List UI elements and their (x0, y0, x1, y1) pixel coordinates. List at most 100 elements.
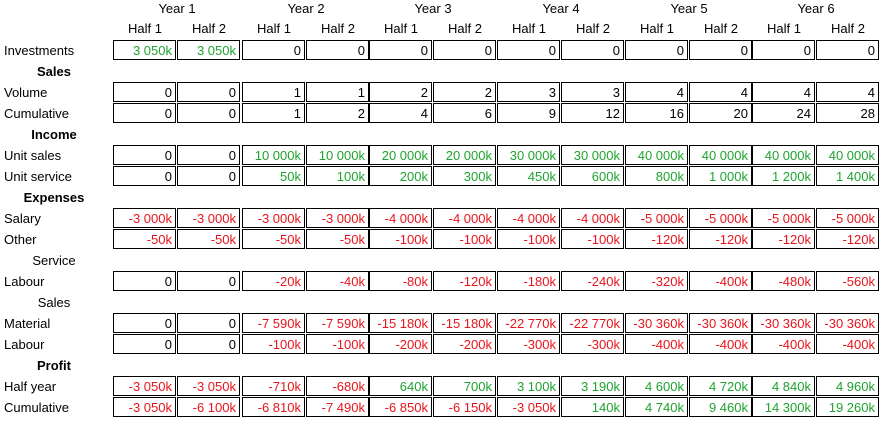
data-cell[interactable]: -30 360k (625, 313, 688, 333)
data-cell[interactable]: 0 (113, 166, 176, 186)
data-cell[interactable]: -30 360k (752, 313, 815, 333)
data-cell[interactable]: 2 (369, 82, 432, 102)
data-cell[interactable]: 2 (433, 82, 496, 102)
data-cell[interactable]: -7 490k (306, 397, 369, 417)
data-cell[interactable]: -120k (433, 271, 496, 291)
data-cell[interactable]: -3 050k (113, 376, 176, 396)
data-cell[interactable]: -200k (369, 334, 432, 354)
data-cell[interactable]: 0 (177, 166, 240, 186)
data-cell[interactable]: -50k (113, 229, 176, 249)
data-cell[interactable]: -480k (752, 271, 815, 291)
data-cell[interactable]: -80k (369, 271, 432, 291)
data-cell[interactable]: 40 000k (816, 145, 879, 165)
data-cell[interactable]: -22 770k (561, 313, 624, 333)
data-cell[interactable]: 6 (433, 103, 496, 123)
data-cell[interactable]: 4 (816, 82, 879, 102)
data-cell[interactable]: 4 (625, 82, 688, 102)
data-cell[interactable]: 1 400k (816, 166, 879, 186)
data-cell[interactable]: 19 260k (816, 397, 879, 417)
data-cell[interactable]: -4 000k (369, 208, 432, 228)
data-cell[interactable]: 4 720k (689, 376, 752, 396)
data-cell[interactable]: -30 360k (689, 313, 752, 333)
data-cell[interactable]: -100k (306, 334, 369, 354)
data-cell[interactable]: -4 000k (497, 208, 560, 228)
data-cell[interactable]: 20 000k (369, 145, 432, 165)
data-cell[interactable]: -300k (497, 334, 560, 354)
data-cell[interactable]: 0 (177, 145, 240, 165)
data-cell[interactable]: 2 (306, 103, 369, 123)
data-cell[interactable]: -120k (752, 229, 815, 249)
data-cell[interactable]: -680k (306, 376, 369, 396)
data-cell[interactable]: -400k (689, 334, 752, 354)
data-cell[interactable]: 3 100k (497, 376, 560, 396)
data-cell[interactable]: 3 050k (113, 40, 176, 60)
data-cell[interactable]: 3 190k (561, 376, 624, 396)
data-cell[interactable]: -3 000k (306, 208, 369, 228)
data-cell[interactable]: 3 (561, 82, 624, 102)
data-cell[interactable]: -240k (561, 271, 624, 291)
data-cell[interactable]: -40k (306, 271, 369, 291)
data-cell[interactable]: 9 (497, 103, 560, 123)
data-cell[interactable]: 0 (752, 40, 815, 60)
data-cell[interactable]: -6 150k (433, 397, 496, 417)
data-cell[interactable]: 12 (561, 103, 624, 123)
data-cell[interactable]: 28 (816, 103, 879, 123)
data-cell[interactable]: 9 460k (689, 397, 752, 417)
data-cell[interactable]: 0 (113, 145, 176, 165)
data-cell[interactable]: 40 000k (689, 145, 752, 165)
data-cell[interactable]: -300k (561, 334, 624, 354)
data-cell[interactable]: 0 (177, 82, 240, 102)
data-cell[interactable]: 0 (113, 313, 176, 333)
data-cell[interactable]: 140k (561, 397, 624, 417)
data-cell[interactable]: 600k (561, 166, 624, 186)
data-cell[interactable]: 1 (242, 82, 305, 102)
data-cell[interactable]: -15 180k (433, 313, 496, 333)
data-cell[interactable]: 1 200k (752, 166, 815, 186)
data-cell[interactable]: 24 (752, 103, 815, 123)
data-cell[interactable]: -120k (816, 229, 879, 249)
data-cell[interactable]: 0 (177, 103, 240, 123)
data-cell[interactable]: -100k (242, 334, 305, 354)
data-cell[interactable]: 30 000k (497, 145, 560, 165)
data-cell[interactable]: -15 180k (369, 313, 432, 333)
data-cell[interactable]: -4 000k (433, 208, 496, 228)
data-cell[interactable]: 0 (306, 40, 369, 60)
data-cell[interactable]: -100k (561, 229, 624, 249)
data-cell[interactable]: 20 000k (433, 145, 496, 165)
data-cell[interactable]: -20k (242, 271, 305, 291)
data-cell[interactable]: -180k (497, 271, 560, 291)
data-cell[interactable]: 800k (625, 166, 688, 186)
data-cell[interactable]: 0 (369, 40, 432, 60)
data-cell[interactable]: 1 (242, 103, 305, 123)
data-cell[interactable]: -710k (242, 376, 305, 396)
data-cell[interactable]: -30 360k (816, 313, 879, 333)
data-cell[interactable]: -5 000k (752, 208, 815, 228)
data-cell[interactable]: -6 850k (369, 397, 432, 417)
data-cell[interactable]: -5 000k (689, 208, 752, 228)
data-cell[interactable]: 1 000k (689, 166, 752, 186)
data-cell[interactable]: -7 590k (306, 313, 369, 333)
data-cell[interactable]: 0 (113, 82, 176, 102)
data-cell[interactable]: 4 960k (816, 376, 879, 396)
data-cell[interactable]: 4 600k (625, 376, 688, 396)
data-cell[interactable]: 14 300k (752, 397, 815, 417)
data-cell[interactable]: -560k (816, 271, 879, 291)
data-cell[interactable]: 1 (306, 82, 369, 102)
data-cell[interactable]: -50k (306, 229, 369, 249)
data-cell[interactable]: -100k (369, 229, 432, 249)
data-cell[interactable]: -22 770k (497, 313, 560, 333)
data-cell[interactable]: -120k (689, 229, 752, 249)
data-cell[interactable]: -200k (433, 334, 496, 354)
data-cell[interactable]: 0 (242, 40, 305, 60)
data-cell[interactable]: -120k (625, 229, 688, 249)
data-cell[interactable]: -100k (497, 229, 560, 249)
data-cell[interactable]: 0 (816, 40, 879, 60)
data-cell[interactable]: -100k (433, 229, 496, 249)
data-cell[interactable]: 4 (369, 103, 432, 123)
data-cell[interactable]: 0 (625, 40, 688, 60)
data-cell[interactable]: 700k (433, 376, 496, 396)
data-cell[interactable]: -400k (689, 271, 752, 291)
data-cell[interactable]: -3 000k (113, 208, 176, 228)
data-cell[interactable]: 50k (242, 166, 305, 186)
data-cell[interactable]: -320k (625, 271, 688, 291)
